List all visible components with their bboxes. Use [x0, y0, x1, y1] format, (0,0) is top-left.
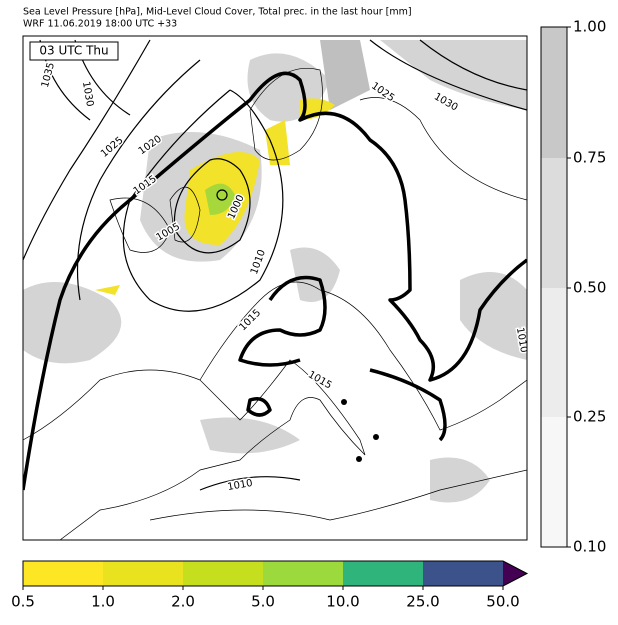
precip-tick-label: 25.0 [406, 593, 439, 611]
map-frame [22, 35, 528, 541]
precip-tick-label: 1.0 [91, 593, 115, 611]
map-subtitle: WRF 11.06.2019 18:00 UTC +33 [23, 19, 177, 30]
cloud-tick-label: 1.00 [573, 18, 606, 36]
precip-tick-label: 2.0 [171, 593, 195, 611]
cloud-tick-label: 0.10 [573, 538, 606, 556]
precip-tick-label: 0.5 [11, 593, 35, 611]
precip-tick-label: 10.0 [326, 593, 359, 611]
time-label: 03 UTC Thu [39, 44, 108, 58]
cloud-tick-label: 0.75 [573, 149, 606, 167]
cloud-tick-label: 0.50 [573, 279, 606, 297]
cloud-colorbar [540, 26, 568, 548]
precip-colorbar [22, 560, 529, 587]
precip-tick-label: 5.0 [251, 593, 275, 611]
time-box [29, 41, 119, 61]
map-title: Sea Level Pressure [hPa], Mid-Level Clou… [23, 7, 412, 18]
precip-tick-label: 50.0 [486, 593, 519, 611]
cloud-tick-label: 0.25 [573, 408, 606, 426]
